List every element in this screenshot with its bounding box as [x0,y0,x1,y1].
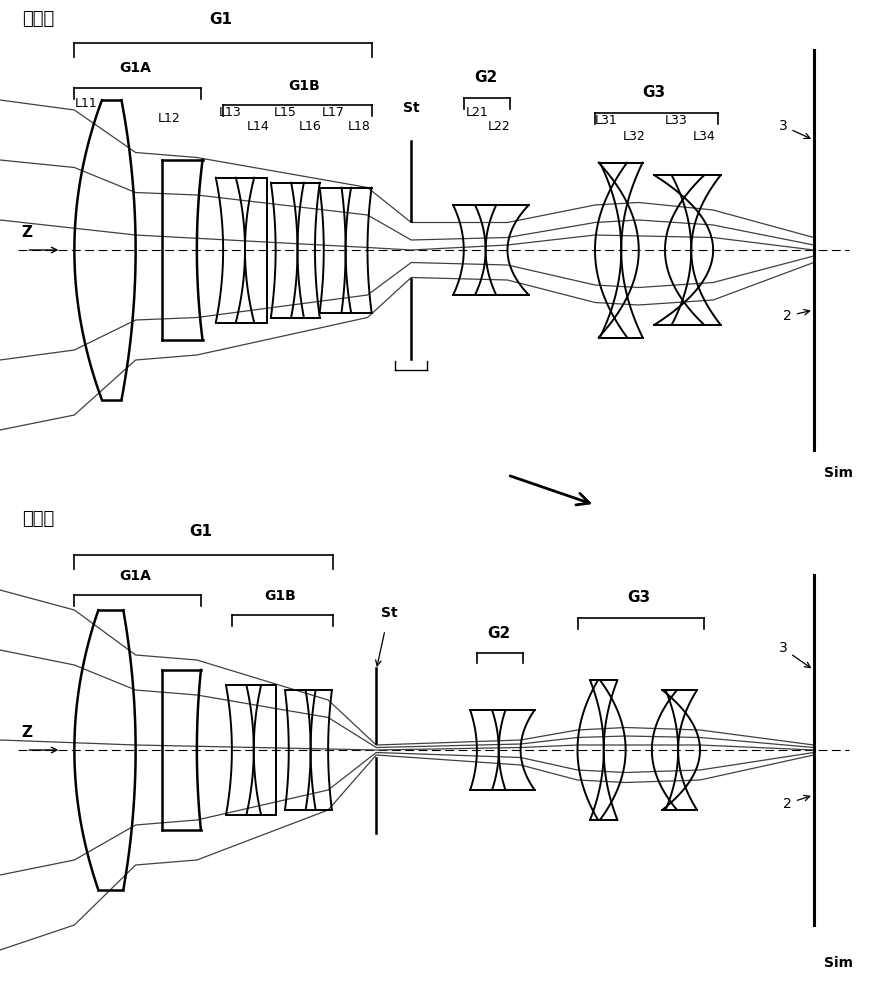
Text: L18: L18 [347,120,370,133]
Text: L13: L13 [219,106,242,119]
Text: L31: L31 [595,114,618,127]
Text: L16: L16 [299,120,322,133]
Text: Sim: Sim [824,956,853,970]
Text: L21: L21 [466,106,488,119]
Text: G1B: G1B [264,588,296,602]
Text: G1: G1 [190,524,213,539]
Text: G3: G3 [642,85,666,100]
Text: G1A: G1A [120,61,151,75]
Text: L17: L17 [322,106,345,119]
Text: G2: G2 [487,626,510,641]
Text: G2: G2 [474,70,497,85]
Text: G1: G1 [209,11,233,26]
Text: G1A: G1A [120,568,151,582]
Text: L34: L34 [693,129,716,142]
Text: G1B: G1B [288,79,320,93]
Text: L22: L22 [487,120,510,133]
Text: St: St [381,606,397,620]
Text: Z: Z [22,725,33,740]
Text: 2: 2 [783,309,809,323]
Text: L32: L32 [623,129,646,142]
Text: L33: L33 [665,114,688,127]
Text: 2: 2 [783,795,809,810]
Text: 无限远: 无限远 [22,10,54,28]
Text: L15: L15 [274,106,297,119]
Text: L11: L11 [74,97,97,110]
Text: 3: 3 [779,642,810,668]
Text: G3: G3 [627,590,650,605]
Text: St: St [402,101,420,115]
Text: Z: Z [22,225,33,240]
Text: L12: L12 [158,112,180,125]
Text: 最近处: 最近处 [22,510,54,528]
Text: L14: L14 [247,120,270,133]
Text: Sim: Sim [824,466,853,480]
Text: 3: 3 [779,119,810,138]
